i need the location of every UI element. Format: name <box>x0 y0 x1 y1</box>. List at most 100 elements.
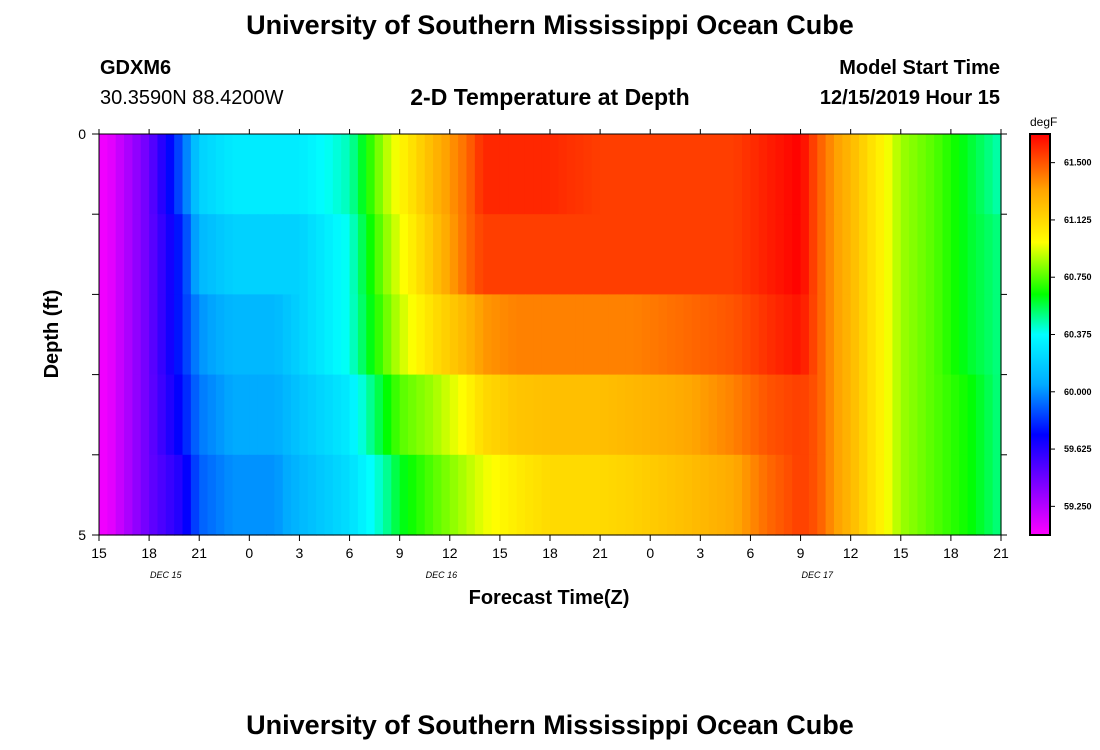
heatmap-cell <box>700 294 710 376</box>
heatmap-cell <box>299 454 309 536</box>
heatmap-cell <box>408 374 417 456</box>
heatmap-cell <box>591 454 601 536</box>
heatmap-cell <box>967 134 977 215</box>
heatmap-cell <box>683 134 693 215</box>
heatmap-cell <box>783 454 793 536</box>
heatmap-cell <box>775 454 785 536</box>
heatmap-cell <box>750 294 760 376</box>
heatmap-cell <box>249 134 259 215</box>
heatmap-cell <box>199 214 209 295</box>
heatmap-cell <box>825 294 835 376</box>
heatmap-cell <box>733 374 743 456</box>
x-tick-label: 18 <box>943 545 959 561</box>
y-axis-title: Depth (ft) <box>41 290 63 379</box>
heatmap-cell <box>282 294 292 376</box>
heatmap-cell <box>483 454 493 536</box>
heatmap-cell <box>282 454 292 536</box>
heatmap-cell <box>107 214 117 295</box>
heatmap-cell <box>458 214 468 295</box>
heatmap-cell <box>550 454 559 536</box>
heatmap-cell <box>291 454 301 536</box>
heatmap-cell <box>558 374 568 456</box>
y-axis: 05 <box>78 126 1007 543</box>
heatmap-cell <box>959 134 969 215</box>
heatmap-cell <box>466 294 476 376</box>
date-label: DEC 15 <box>150 570 183 580</box>
heatmap-cell <box>566 214 576 295</box>
heatmap-cell <box>600 374 610 456</box>
heatmap-cell <box>875 214 885 295</box>
heatmap-cell <box>792 294 802 376</box>
heatmap-cell <box>733 134 743 215</box>
heatmap-cell <box>224 214 234 295</box>
heatmap-cell <box>266 454 275 536</box>
heatmap-cell <box>600 214 610 295</box>
heatmap-cell <box>124 214 134 295</box>
heatmap-cell <box>900 374 910 456</box>
heatmap-cell <box>341 214 351 295</box>
heatmap-cell <box>658 214 668 295</box>
heatmap-cell <box>433 294 443 376</box>
heatmap-cell <box>758 374 768 456</box>
heatmap-cell <box>975 134 985 215</box>
heatmap-cell <box>332 374 342 456</box>
heatmap-cell <box>391 374 401 456</box>
heatmap-cell <box>700 454 710 536</box>
heatmap-cell <box>474 134 484 215</box>
heatmap-cell <box>483 134 493 215</box>
heatmap-cell <box>650 374 660 456</box>
heatmap-cell <box>240 294 250 376</box>
heatmap-cell <box>174 454 184 536</box>
heatmap-cell <box>165 454 175 536</box>
heatmap-cell <box>266 134 275 215</box>
heatmap-cell <box>458 454 468 536</box>
heatmap-cell <box>967 214 977 295</box>
heatmap-cell <box>207 374 217 456</box>
heatmap-cell <box>182 374 192 456</box>
heatmap-cell <box>917 374 927 456</box>
x-tick-label: 9 <box>396 545 404 561</box>
heatmap-cell <box>775 134 785 215</box>
heatmap-cell <box>608 374 618 456</box>
x-tick-label: 3 <box>296 545 304 561</box>
heatmap-cell <box>215 374 225 456</box>
x-tick-label: 6 <box>747 545 755 561</box>
heatmap-cell <box>875 454 885 536</box>
heatmap-cell <box>441 214 451 295</box>
heatmap-cell <box>583 454 593 536</box>
heatmap-cell <box>825 374 835 456</box>
heatmap-cell <box>215 134 225 215</box>
heatmap-cell <box>349 214 359 295</box>
heatmap-cell <box>758 454 768 536</box>
heatmap-cell <box>483 294 493 376</box>
heatmap-cell <box>416 374 426 456</box>
heatmap-cell <box>240 454 250 536</box>
heatmap-cell <box>107 134 117 215</box>
plot-title: 2-D Temperature at Depth <box>410 84 690 110</box>
heatmap-cell <box>132 374 142 456</box>
heatmap-cells <box>99 134 1002 536</box>
heatmap-cell <box>875 134 885 215</box>
heatmap-cell <box>717 294 726 376</box>
heatmap-cell <box>232 214 242 295</box>
heatmap-cell <box>374 214 384 295</box>
heatmap-cell <box>817 214 827 295</box>
heatmap-cell <box>800 294 810 376</box>
heatmap-cell <box>566 134 576 215</box>
heatmap-cell <box>708 454 718 536</box>
heatmap-cell <box>541 454 551 536</box>
heatmap-cell <box>691 134 701 215</box>
heatmap-cell <box>474 374 484 456</box>
heatmap-cell <box>466 214 476 295</box>
heatmap-cell <box>332 294 342 376</box>
heatmap-cell <box>282 134 292 215</box>
heatmap-cell <box>282 214 292 295</box>
heatmap-cell <box>399 214 409 295</box>
heatmap-cell <box>190 454 200 536</box>
colorbar: degF 61.500 61.125 60.750 60.375 60.000 59.62… <box>1029 115 1092 536</box>
heatmap-cell <box>399 374 409 456</box>
heatmap-cell <box>207 134 217 215</box>
heatmap-cell <box>316 374 326 456</box>
heatmap-cell <box>441 374 451 456</box>
heatmap-cell <box>850 134 860 215</box>
